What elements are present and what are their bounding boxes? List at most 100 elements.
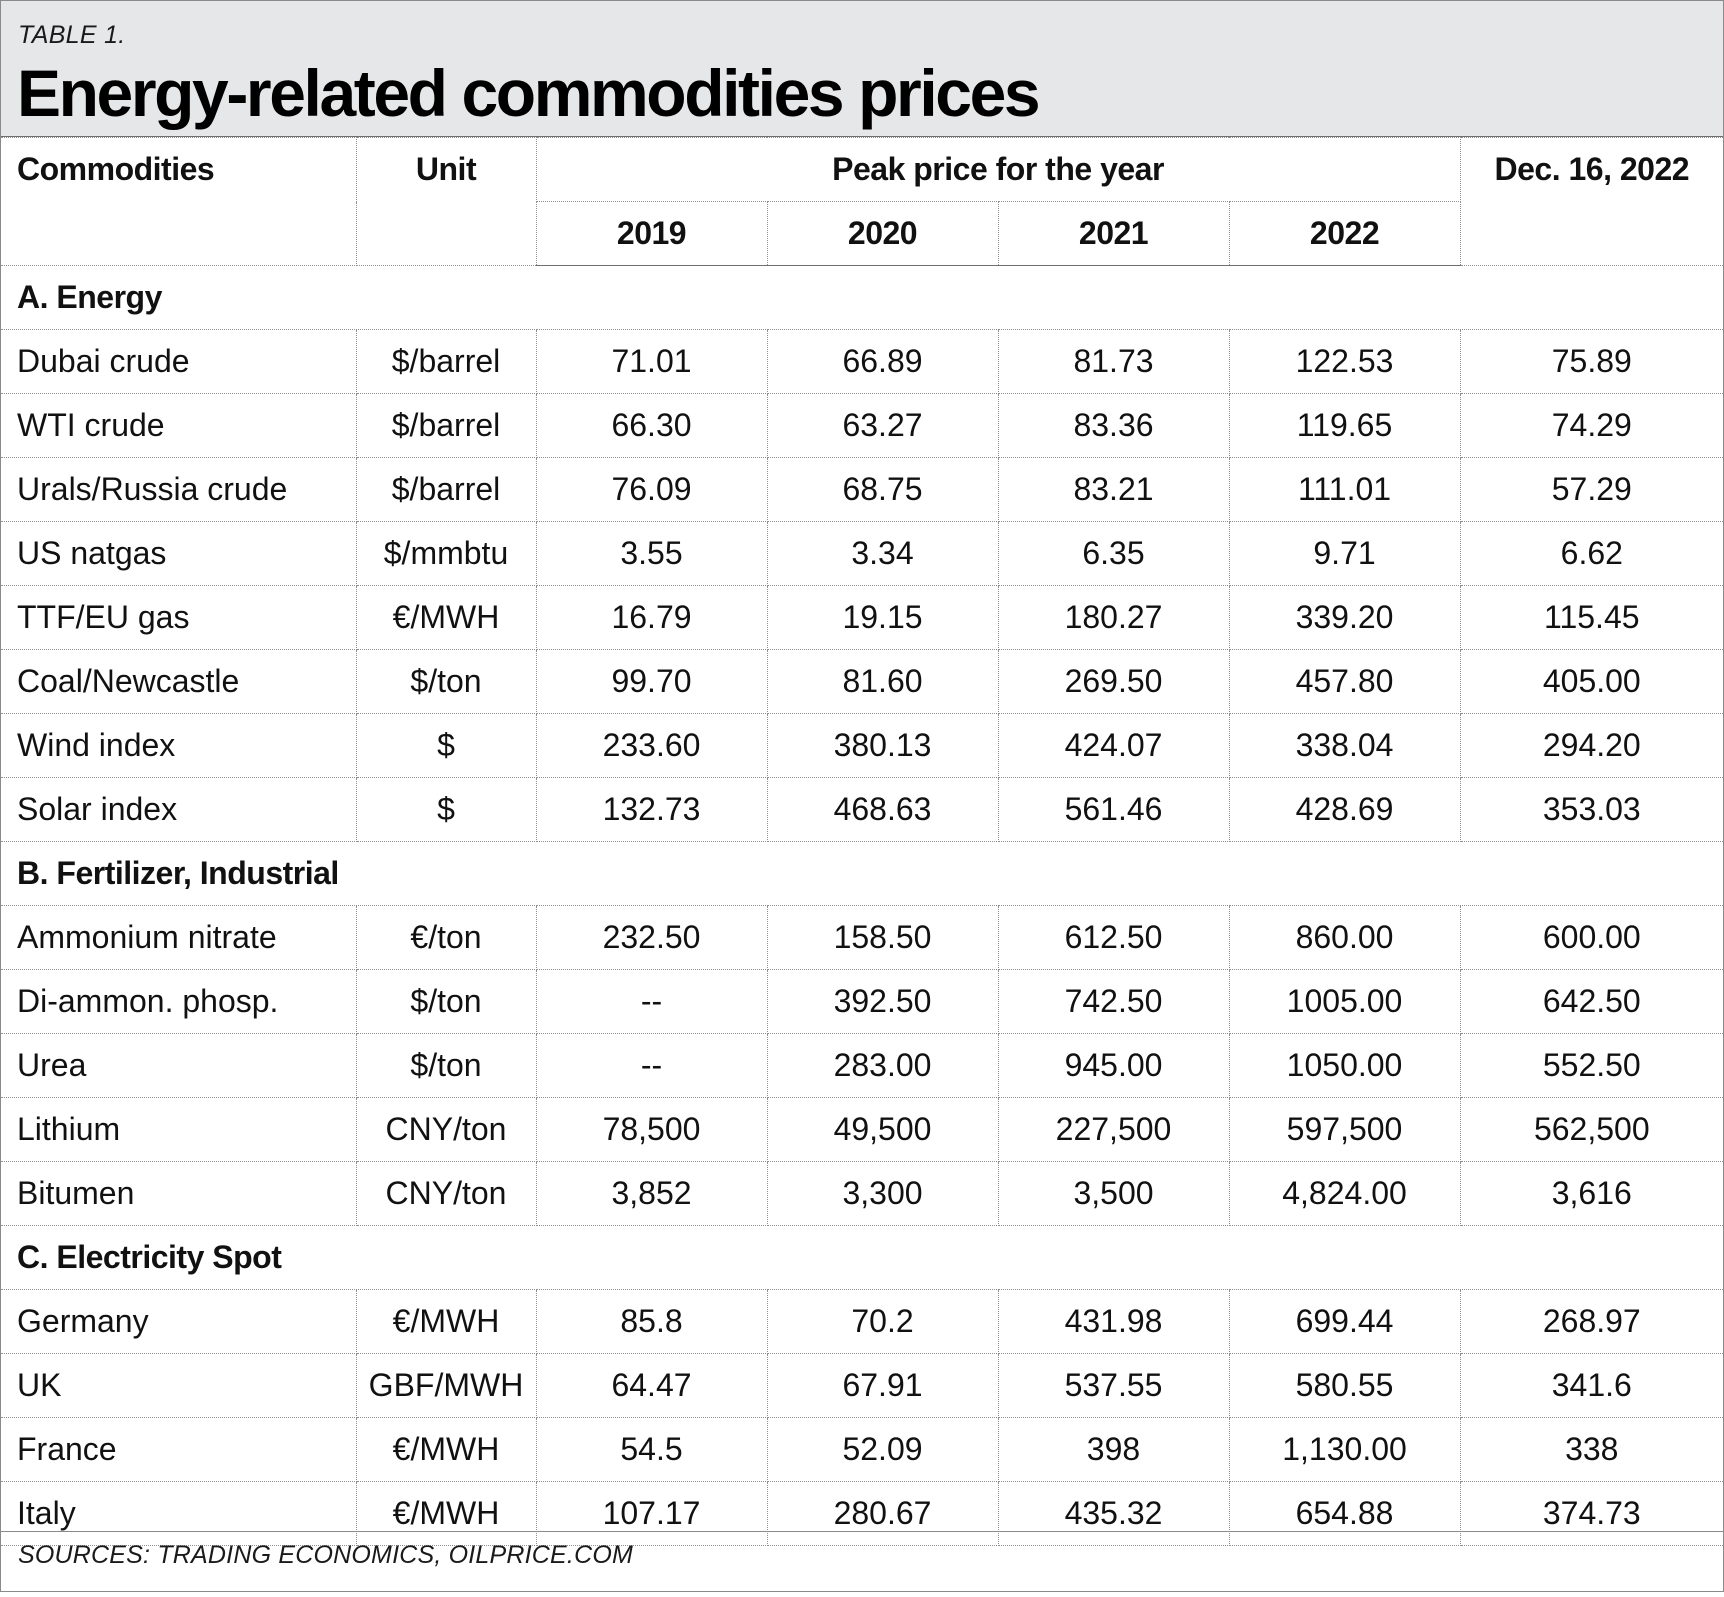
value-dec16: 3,616 bbox=[1459, 1161, 1724, 1226]
section-row: C. Electricity Spot bbox=[1, 1225, 1724, 1290]
commodity-name: Coal/Newcastle bbox=[1, 649, 357, 714]
value-2020: 380.13 bbox=[766, 713, 999, 778]
value-2020: 67.91 bbox=[766, 1353, 999, 1418]
header-commodities: Commodities bbox=[1, 137, 357, 266]
section-row: B. Fertilizer, Industrial bbox=[1, 841, 1724, 906]
unit-cell: $/ton bbox=[355, 1033, 537, 1098]
value-2019: -- bbox=[535, 1033, 768, 1098]
commodity-name: Italy bbox=[1, 1481, 357, 1546]
value-2022: 4,824.00 bbox=[1228, 1161, 1461, 1226]
section-row: A. Energy bbox=[1, 265, 1724, 330]
unit-cell: $/mmbtu bbox=[355, 521, 537, 586]
value-2019: 64.47 bbox=[535, 1353, 768, 1418]
header-year: 2022 bbox=[1228, 201, 1461, 266]
table-body: A. Energy Dubai crude $/barrel 71.01 66.89 81… bbox=[1, 265, 1724, 1546]
value-2019: 132.73 bbox=[535, 777, 768, 842]
value-2020: 68.75 bbox=[766, 457, 999, 522]
commodity-name: UK bbox=[1, 1353, 357, 1418]
value-2022: 597,500 bbox=[1228, 1097, 1461, 1162]
header-years-row: 2019 2020 2021 2022 bbox=[1, 201, 1723, 266]
value-dec16: 642.50 bbox=[1459, 969, 1724, 1034]
commodity-name: Germany bbox=[1, 1289, 357, 1354]
header-peak-price: Peak price for the year bbox=[535, 137, 1461, 202]
section-title: C. Electricity Spot bbox=[1, 1225, 1724, 1290]
value-2020: 70.2 bbox=[766, 1289, 999, 1354]
value-2019: 71.01 bbox=[535, 329, 768, 394]
commodity-name: Wind index bbox=[1, 713, 357, 778]
value-2021: 81.73 bbox=[997, 329, 1230, 394]
unit-cell: CNY/ton bbox=[355, 1161, 537, 1226]
unit-cell: €/MWH bbox=[355, 1289, 537, 1354]
value-2019: 78,500 bbox=[535, 1097, 768, 1162]
unit-cell: €/MWH bbox=[355, 1417, 537, 1482]
value-2019: 232.50 bbox=[535, 905, 768, 970]
value-2020: 66.89 bbox=[766, 329, 999, 394]
value-2021: 6.35 bbox=[997, 521, 1230, 586]
value-2019: 233.60 bbox=[535, 713, 768, 778]
table-row: Ammonium nitrate €/ton 232.50 158.50 612.50 8… bbox=[1, 905, 1724, 970]
value-2022: 1005.00 bbox=[1228, 969, 1461, 1034]
commodity-name: Urea bbox=[1, 1033, 357, 1098]
table-row: Bitumen CNY/ton 3,852 3,300 3,500 4,824.00 3,6… bbox=[1, 1161, 1724, 1226]
value-2019: 107.17 bbox=[535, 1481, 768, 1546]
value-2022: 654.88 bbox=[1228, 1481, 1461, 1546]
unit-cell: $/barrel bbox=[355, 329, 537, 394]
value-2019: -- bbox=[535, 969, 768, 1034]
value-2020: 52.09 bbox=[766, 1417, 999, 1482]
commodity-name: France bbox=[1, 1417, 357, 1482]
value-2021: 83.21 bbox=[997, 457, 1230, 522]
value-2022: 860.00 bbox=[1228, 905, 1461, 970]
footer-rule bbox=[1, 1531, 1723, 1532]
value-2020: 3.34 bbox=[766, 521, 999, 586]
unit-cell: €/MWH bbox=[355, 1481, 537, 1546]
value-dec16: 338 bbox=[1459, 1417, 1724, 1482]
value-2021: 398 bbox=[997, 1417, 1230, 1482]
value-2021: 537.55 bbox=[997, 1353, 1230, 1418]
commodity-name: Di-ammon. phosp. bbox=[1, 969, 357, 1034]
table-row: Di-ammon. phosp. $/ton -- 392.50 742.50 1005.… bbox=[1, 969, 1724, 1034]
value-2020: 19.15 bbox=[766, 585, 999, 650]
value-2019: 99.70 bbox=[535, 649, 768, 714]
value-dec16: 74.29 bbox=[1459, 393, 1724, 458]
value-dec16: 405.00 bbox=[1459, 649, 1724, 714]
value-2019: 66.30 bbox=[535, 393, 768, 458]
commodity-name: Lithium bbox=[1, 1097, 357, 1162]
value-2021: 3,500 bbox=[997, 1161, 1230, 1226]
header-year: 2019 bbox=[536, 201, 768, 266]
value-2022: 699.44 bbox=[1228, 1289, 1461, 1354]
value-dec16: 268.97 bbox=[1459, 1289, 1724, 1354]
value-2022: 1,130.00 bbox=[1228, 1417, 1461, 1482]
value-2021: 180.27 bbox=[997, 585, 1230, 650]
unit-cell: $ bbox=[355, 777, 537, 842]
value-dec16: 115.45 bbox=[1459, 585, 1724, 650]
commodity-name: Dubai crude bbox=[1, 329, 357, 394]
table-row: Urals/Russia crude $/barrel 76.09 68.75 83.2… bbox=[1, 457, 1724, 522]
value-2020: 283.00 bbox=[766, 1033, 999, 1098]
value-2022: 428.69 bbox=[1228, 777, 1461, 842]
table-row: France €/MWH 54.5 52.09 398 1,130.00 338 bbox=[1, 1417, 1724, 1482]
commodity-name: US natgas bbox=[1, 521, 357, 586]
value-2022: 9.71 bbox=[1228, 521, 1461, 586]
table-row: US natgas $/mmbtu 3.55 3.34 6.35 9.71 6.62 bbox=[1, 521, 1724, 586]
commodity-name: Ammonium nitrate bbox=[1, 905, 357, 970]
commodity-name: WTI crude bbox=[1, 393, 357, 458]
value-2020: 392.50 bbox=[766, 969, 999, 1034]
value-2021: 431.98 bbox=[997, 1289, 1230, 1354]
value-dec16: 562,500 bbox=[1459, 1097, 1724, 1162]
table-label: TABLE 1. bbox=[18, 21, 126, 49]
value-2022: 580.55 bbox=[1228, 1353, 1461, 1418]
unit-cell: €/MWH bbox=[355, 585, 537, 650]
value-dec16: 75.89 bbox=[1459, 329, 1724, 394]
value-dec16: 353.03 bbox=[1459, 777, 1724, 842]
table-row: Wind index $233.60 380.13 424.07 338.04 294.2… bbox=[1, 713, 1724, 778]
value-2020: 468.63 bbox=[766, 777, 999, 842]
value-dec16: 294.20 bbox=[1459, 713, 1724, 778]
value-2020: 280.67 bbox=[766, 1481, 999, 1546]
unit-cell: $ bbox=[355, 713, 537, 778]
unit-cell: CNY/ton bbox=[355, 1097, 537, 1162]
value-2020: 3,300 bbox=[766, 1161, 999, 1226]
header-unit: Unit bbox=[355, 137, 537, 266]
value-dec16: 57.29 bbox=[1459, 457, 1724, 522]
value-2021: 83.36 bbox=[997, 393, 1230, 458]
value-2019: 85.8 bbox=[535, 1289, 768, 1354]
